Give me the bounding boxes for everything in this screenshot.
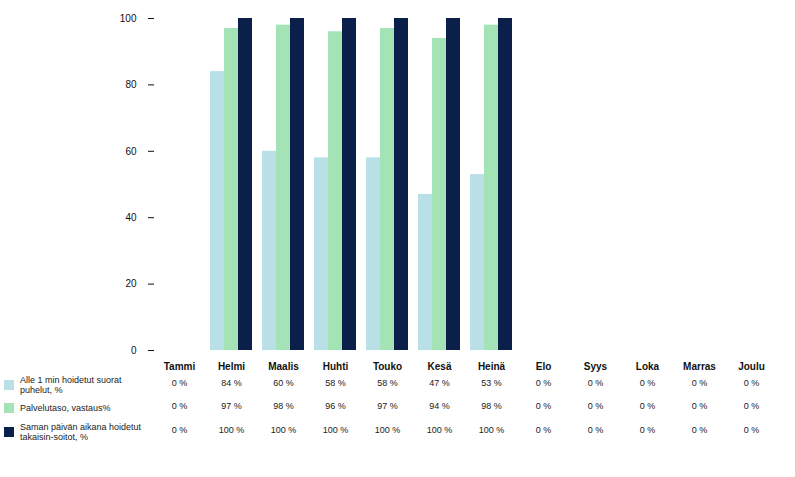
svg-text:58 %: 58 % <box>325 378 346 388</box>
svg-text:0 %: 0 % <box>692 378 708 388</box>
svg-text:53 %: 53 % <box>481 378 502 388</box>
svg-text:0 %: 0 % <box>536 425 552 435</box>
svg-text:96 %: 96 % <box>325 401 346 411</box>
svg-text:97 %: 97 % <box>377 401 398 411</box>
svg-text:Heinä: Heinä <box>478 361 506 372</box>
svg-text:100 %: 100 % <box>271 425 297 435</box>
svg-text:0 %: 0 % <box>172 425 188 435</box>
svg-text:94 %: 94 % <box>429 401 450 411</box>
svg-text:0 %: 0 % <box>640 378 656 388</box>
svg-text:98 %: 98 % <box>273 401 294 411</box>
svg-text:100 %: 100 % <box>427 425 453 435</box>
svg-text:0 %: 0 % <box>172 401 188 411</box>
html-text:Palvelutaso, vastaus%: Palvelutaso, vastaus% <box>20 403 111 413</box>
svg-text:0 %: 0 % <box>692 425 708 435</box>
svg-text:100 %: 100 % <box>479 425 505 435</box>
svg-text:Elo: Elo <box>536 361 552 372</box>
svg-text:Helmi: Helmi <box>218 361 245 372</box>
svg-text:Joulu: Joulu <box>738 361 765 372</box>
svg-text:Huhti: Huhti <box>323 361 349 372</box>
svg-text:84 %: 84 % <box>221 378 242 388</box>
svg-text:100 %: 100 % <box>219 425 245 435</box>
svg-text:60 %: 60 % <box>273 378 294 388</box>
svg-text:47 %: 47 % <box>429 378 450 388</box>
svg-text:0 %: 0 % <box>536 378 552 388</box>
svg-text:Syys: Syys <box>584 361 608 372</box>
svg-text:0 %: 0 % <box>744 425 760 435</box>
svg-text:0 %: 0 % <box>172 378 188 388</box>
svg-text:0: 0 <box>131 345 137 356</box>
svg-text:40: 40 <box>125 212 137 223</box>
svg-text:Marras: Marras <box>683 361 716 372</box>
svg-text:100 %: 100 % <box>375 425 401 435</box>
svg-text:Touko: Touko <box>373 361 402 372</box>
html-text:Saman päivän aikana hoidetut t: Saman päivän aikana hoidetut takaisin-so… <box>20 422 142 442</box>
svg-text:Tammi: Tammi <box>164 361 196 372</box>
svg-text:Maalis: Maalis <box>268 361 299 372</box>
svg-text:0 %: 0 % <box>640 425 656 435</box>
svg-text:0 %: 0 % <box>744 378 760 388</box>
svg-text:98 %: 98 % <box>481 401 502 411</box>
svg-text:60: 60 <box>125 146 137 157</box>
svg-text:100: 100 <box>120 13 137 24</box>
svg-text:0 %: 0 % <box>692 401 708 411</box>
svg-text:0 %: 0 % <box>744 401 760 411</box>
svg-text:Loka: Loka <box>636 361 660 372</box>
svg-text:0 %: 0 % <box>588 425 604 435</box>
svg-text:0 %: 0 % <box>588 401 604 411</box>
svg-text:0 %: 0 % <box>640 401 656 411</box>
svg-text:97 %: 97 % <box>221 401 242 411</box>
svg-text:Kesä: Kesä <box>428 361 452 372</box>
svg-text:100 %: 100 % <box>323 425 349 435</box>
svg-text:0 %: 0 % <box>588 378 604 388</box>
svg-text:80: 80 <box>125 79 137 90</box>
svg-text:58 %: 58 % <box>377 378 398 388</box>
svg-text:20: 20 <box>125 278 137 289</box>
svg-text:0 %: 0 % <box>536 401 552 411</box>
html-text:Alle 1 min hoidetut suorat puh: Alle 1 min hoidetut suorat puhelut, % <box>20 375 122 395</box>
